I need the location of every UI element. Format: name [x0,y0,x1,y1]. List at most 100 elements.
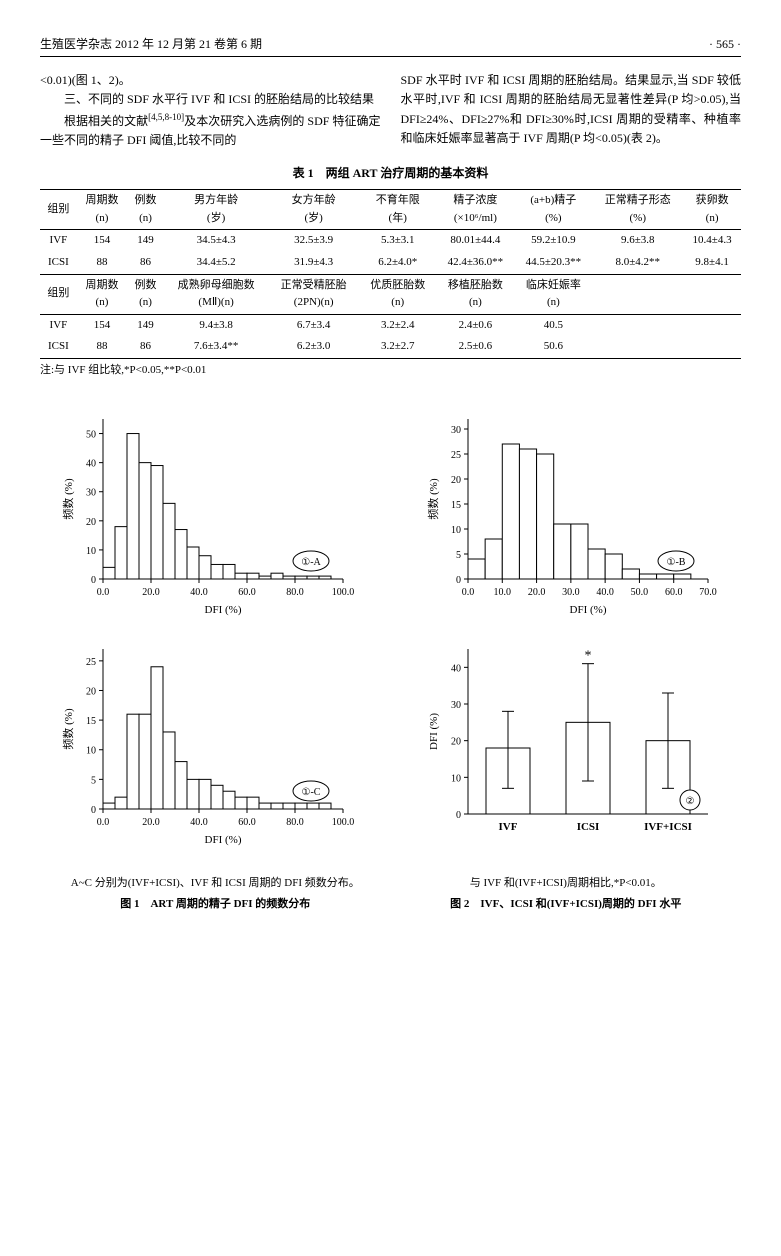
table-cell: 10.4±4.3 [683,230,741,252]
svg-text:0.0: 0.0 [97,587,110,598]
svg-text:*: * [585,649,592,664]
table-header-cell: 例数(n) [127,274,164,314]
caption-2-title: 图 2 IVF、ICSI 和(IVF+ICSI)周期的 DFI 水平 [391,894,742,915]
svg-text:40: 40 [451,664,461,675]
svg-text:60.0: 60.0 [238,587,256,598]
svg-text:IVF: IVF [499,821,518,833]
svg-text:30: 30 [86,488,96,499]
svg-text:60.0: 60.0 [665,587,683,598]
journal-title: 生殖医学杂志 2012 年 12 月第 21 卷第 6 期 [40,35,262,54]
table-header-cell: (a+b)精子(%) [514,190,592,230]
caption-right: 与 IVF 和(IVF+ICSI)周期相比,*P<0.01。 图 2 IVF、I… [391,873,742,915]
svg-text:30: 30 [451,700,461,711]
page-number: · 565 · [709,35,741,54]
page-header: 生殖医学杂志 2012 年 12 月第 21 卷第 6 期 · 565 · [40,35,741,57]
table-header-cell: 女方年龄(岁) [268,190,359,230]
table-cell: 3.2±2.7 [359,336,436,358]
table-cell: IVF [40,314,77,336]
svg-text:频数 (%): 频数 (%) [61,709,75,751]
table-header-cell: 周期数(n) [77,190,127,230]
table-cell: 5.3±3.1 [359,230,436,252]
fig-2: 010203040IVF*ICSIIVF+ICSIDFI (%)② [406,639,742,849]
svg-text:20: 20 [86,687,96,698]
para: 根据相关的文献[4,5,8-10]及本次研究入选病例的 SDF 特征确定一些不同… [40,110,381,150]
svg-text:0.0: 0.0 [462,587,475,598]
svg-text:50: 50 [86,430,96,441]
fig-1a: 010203040500.020.040.060.080.0100.0DFI (… [40,409,376,619]
citation-sup: [4,5,8-10] [148,112,184,122]
table-cell: 3.2±2.4 [359,314,436,336]
fig-1c: 05101520250.020.040.060.080.0100.0DFI (%… [40,639,376,849]
figure-grid: 010203040500.020.040.060.080.0100.0DFI (… [40,409,741,849]
table1-title: 表 1 两组 ART 治疗周期的基本资料 [40,164,741,183]
svg-text:25: 25 [86,657,96,668]
table-cell: 8.0±4.2** [592,252,683,274]
table-cell: 154 [77,230,127,252]
table-cell: 42.4±36.0** [436,252,514,274]
table-cell: 2.5±0.6 [436,336,514,358]
table-cell: ICSI [40,336,77,358]
caption-1-sub: A~C 分别为(IVF+ICSI)、IVF 和 ICSI 周期的 DFI 频数分… [40,873,391,894]
svg-text:70.0: 70.0 [700,587,718,598]
svg-text:25: 25 [451,450,461,461]
svg-text:20: 20 [86,517,96,528]
table-cell: 59.2±10.9 [514,230,592,252]
para: SDF 水平时 IVF 和 ICSI 周期的胚胎结局。结果显示,当 SDF 较低… [401,71,742,148]
svg-text:10.0: 10.0 [494,587,512,598]
table-cell: 50.6 [514,336,592,358]
left-column: <0.01)(图 1、2)。 三、不同的 SDF 水平行 IVF 和 ICSI … [40,71,381,150]
table-cell: 86 [127,336,164,358]
table-header-cell: 周期数(n) [77,274,127,314]
svg-text:20: 20 [451,475,461,486]
table-cell: 40.5 [514,314,592,336]
table1-body-a: IVF15414934.5±4.332.5±3.95.3±3.180.01±44… [40,230,741,274]
svg-text:40: 40 [86,459,96,470]
table1-body-b: IVF1541499.4±3.86.7±3.43.2±2.42.4±0.640.… [40,314,741,358]
svg-text:20: 20 [451,737,461,748]
table-cell: 9.6±3.8 [592,230,683,252]
svg-text:10: 10 [86,546,96,557]
para-text: 根据相关的文献 [64,114,148,128]
table1-note: 注:与 IVF 组比较,*P<0.05,**P<0.01 [40,362,741,380]
table-cell: 88 [77,336,127,358]
table-cell: 34.5±4.3 [164,230,268,252]
fig-1b: 0510152025300.010.020.030.040.050.060.07… [406,409,742,619]
table-cell: 9.4±3.8 [164,314,268,336]
svg-text:20.0: 20.0 [142,587,160,598]
para-cont: <0.01)(图 1、2)。 [40,71,381,90]
svg-text:频数 (%): 频数 (%) [426,479,440,521]
body-columns: <0.01)(图 1、2)。 三、不同的 SDF 水平行 IVF 和 ICSI … [40,71,741,150]
table-cell: 86 [127,252,164,274]
table-header-cell: 临床妊娠率(n) [514,274,592,314]
svg-text:10: 10 [86,746,96,757]
table-cell: 6.7±3.4 [268,314,359,336]
table-cell: 44.5±20.3** [514,252,592,274]
svg-text:100.0: 100.0 [332,817,355,828]
subsection-title: 三、不同的 SDF 水平行 IVF 和 ICSI 的胚胎结局的比较结果 [40,90,381,109]
table-cell: 149 [127,314,164,336]
svg-text:20.0: 20.0 [142,817,160,828]
svg-text:DFI (%): DFI (%) [570,604,607,616]
table-header-cell: 正常精子形态(%) [592,190,683,230]
captions-row: A~C 分别为(IVF+ICSI)、IVF 和 ICSI 周期的 DFI 频数分… [40,873,741,915]
table-cell: IVF [40,230,77,252]
svg-text:DFI (%): DFI (%) [204,604,241,616]
svg-text:IVF+ICSI: IVF+ICSI [644,821,692,833]
svg-text:5: 5 [91,776,96,787]
table-cell: 6.2±3.0 [268,336,359,358]
svg-text:15: 15 [451,500,461,511]
table1: 组别周期数(n)例数(n)男方年龄(岁)女方年龄(岁)不育年限(年)精子浓度(×… [40,189,741,359]
svg-text:30: 30 [451,425,461,436]
caption-left: A~C 分别为(IVF+ICSI)、IVF 和 ICSI 周期的 DFI 频数分… [40,873,391,915]
table-cell: 6.2±4.0* [359,252,436,274]
table-header-cell: 不育年限(年) [359,190,436,230]
svg-text:DFI (%): DFI (%) [428,713,440,750]
table-header-cell: 获卵数(n) [683,190,741,230]
svg-text:0: 0 [91,805,96,816]
svg-text:30.0: 30.0 [562,587,580,598]
svg-text:②: ② [686,796,695,807]
svg-text:①-B: ①-B [667,557,686,568]
right-column: SDF 水平时 IVF 和 ICSI 周期的胚胎结局。结果显示,当 SDF 较低… [401,71,742,150]
svg-text:40.0: 40.0 [190,587,208,598]
svg-text:10: 10 [451,774,461,785]
